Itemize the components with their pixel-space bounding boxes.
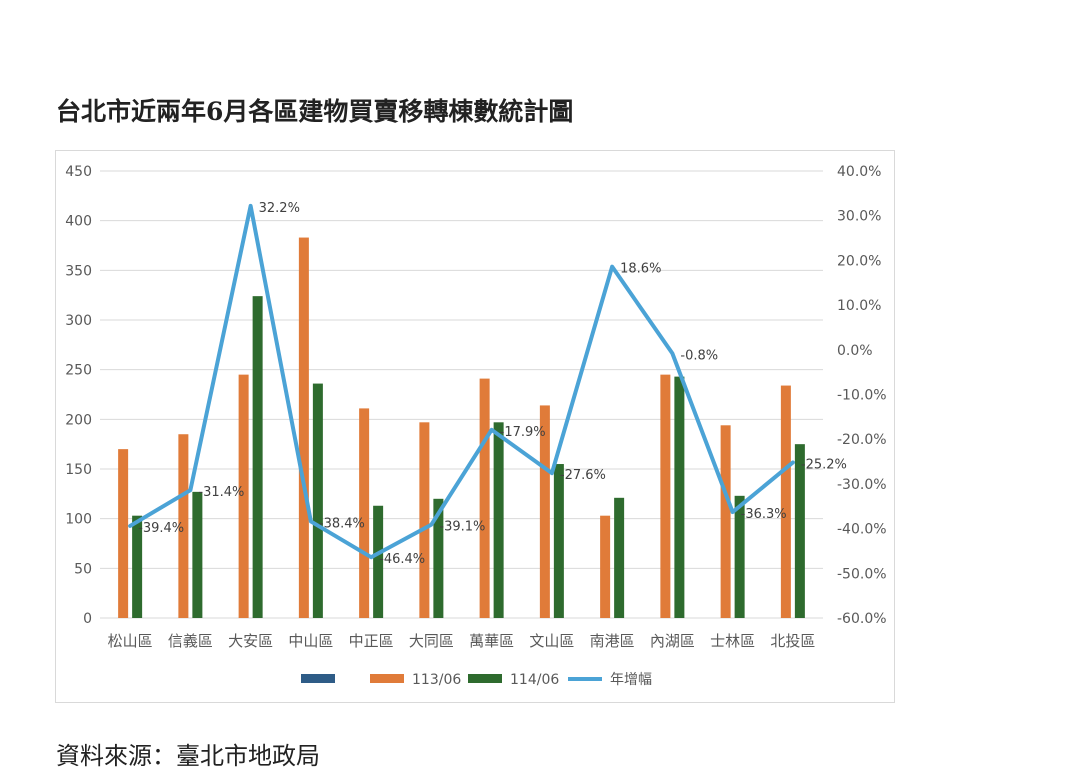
bar-113-06 xyxy=(298,237,309,618)
category-label: 大安區 xyxy=(228,632,273,650)
bar-114-06 xyxy=(132,515,143,618)
category-label: 文山區 xyxy=(529,632,574,650)
growth-data-label: -0.8% xyxy=(680,348,718,363)
data-labels: -39.4% -31.4% 32.2% -38.4% -46.4% -39.1% -17.9… xyxy=(138,201,847,567)
right-tick-label: 20.0% xyxy=(837,253,881,269)
right-tick-label: 30.0% xyxy=(837,209,881,225)
category-label: 大同區 xyxy=(409,632,454,650)
growth-data-label: -31.4% xyxy=(198,485,244,500)
category-label: 南港區 xyxy=(590,632,635,650)
growth-data-label: -39.4% xyxy=(138,521,184,536)
chart-svg: 0 50 100 150 200 250 300 350 400 450 -60.0% -50.0%… xyxy=(65,164,887,688)
legend-swatch xyxy=(370,674,404,683)
right-tick-label: 0.0% xyxy=(837,343,873,359)
bar-114-06 xyxy=(192,491,203,618)
category-label: 中正區 xyxy=(349,632,394,650)
right-tick-label: -20.0% xyxy=(837,432,887,448)
legend-swatch xyxy=(468,674,502,683)
growth-data-label: -36.3% xyxy=(741,507,787,522)
growth-data-label: -25.2% xyxy=(801,457,847,472)
right-tick-label: -30.0% xyxy=(837,477,887,493)
growth-data-label: 18.6% xyxy=(620,262,661,277)
bar-113-06 xyxy=(178,434,189,618)
growth-data-label: -17.9% xyxy=(500,425,546,440)
gridlines xyxy=(100,170,823,619)
bar-113-06 xyxy=(238,374,249,618)
right-tick-label: 40.0% xyxy=(837,164,881,180)
bar-114-06 xyxy=(373,505,384,618)
bar-113-06 xyxy=(479,378,490,618)
left-axis-ticks: 0 50 100 150 200 250 300 350 400 450 xyxy=(65,164,92,627)
category-label: 士林區 xyxy=(710,632,755,650)
category-label: 信義區 xyxy=(168,632,213,650)
left-tick-label: 300 xyxy=(65,313,92,329)
growth-data-label: -46.4% xyxy=(379,552,425,567)
bar-113-06 xyxy=(600,515,611,618)
category-label: 中山區 xyxy=(288,632,333,650)
category-label: 北投區 xyxy=(770,632,815,650)
page-title: 台北市近兩年6月各區建物買賣移轉棟數統計圖 xyxy=(56,97,574,126)
bar-114-06 xyxy=(433,498,444,618)
left-tick-label: 350 xyxy=(65,263,92,279)
legend-label: 113/06 xyxy=(412,672,461,688)
growth-data-label: -27.6% xyxy=(560,468,606,483)
category-label: 萬華區 xyxy=(469,632,514,650)
left-tick-label: 250 xyxy=(65,363,92,379)
bar-113-06 xyxy=(780,385,791,618)
bar-113-06 xyxy=(539,405,550,618)
growth-data-label: -39.1% xyxy=(439,520,485,535)
right-axis-ticks: -60.0% -50.0% -40.0% -30.0% -20.0% -10.0% 0.0%… xyxy=(837,164,887,627)
bar-113-06 xyxy=(359,408,370,618)
bar-114-06 xyxy=(674,376,685,618)
bar-113-06 xyxy=(720,425,731,618)
right-tick-label: -50.0% xyxy=(837,566,887,582)
category-label: 內湖區 xyxy=(650,632,695,650)
legend-swatch xyxy=(301,674,335,683)
left-tick-label: 100 xyxy=(65,512,92,528)
right-tick-label: -60.0% xyxy=(837,611,887,627)
left-tick-label: 50 xyxy=(74,561,92,577)
right-tick-label: -40.0% xyxy=(837,522,887,538)
bars xyxy=(118,237,805,618)
left-tick-label: 200 xyxy=(65,412,92,428)
category-label: 松山區 xyxy=(108,632,153,650)
bar-114-06 xyxy=(794,444,805,618)
chart-frame: 0 50 100 150 200 250 300 350 400 450 -60.0% -50.0%… xyxy=(55,150,895,703)
right-tick-label: 10.0% xyxy=(837,298,881,314)
left-tick-label: 450 xyxy=(65,164,92,180)
left-tick-label: 0 xyxy=(83,611,92,627)
growth-line-path xyxy=(128,203,795,560)
growth-data-label: -38.4% xyxy=(319,516,365,531)
source-note: 資料來源：臺北市地政局 xyxy=(56,742,320,770)
category-labels: 松山區 信義區 大安區 中山區 中正區 大同區 萬華區 文山區 南港區 內湖區 士林區 北投區 xyxy=(108,632,816,650)
growth-data-label: 32.2% xyxy=(259,201,300,216)
bar-113-06 xyxy=(660,374,671,618)
bar-114-06 xyxy=(493,422,504,618)
bar-114-06 xyxy=(553,464,564,618)
bar-114-06 xyxy=(734,495,745,618)
bar-114-06 xyxy=(252,296,263,618)
legend-label: 114/06 xyxy=(510,672,559,688)
left-tick-label: 150 xyxy=(65,462,92,478)
bar-113-06 xyxy=(118,449,129,618)
bar-114-06 xyxy=(312,383,323,618)
bar-114-06 xyxy=(614,497,625,618)
legend-label: 年增幅 xyxy=(610,672,652,688)
right-tick-label: -10.0% xyxy=(837,388,887,404)
left-tick-label: 400 xyxy=(65,214,92,230)
growth-line xyxy=(128,203,795,560)
legend: 113/06 114/06 年增幅 xyxy=(301,672,652,688)
bar-113-06 xyxy=(419,422,430,618)
